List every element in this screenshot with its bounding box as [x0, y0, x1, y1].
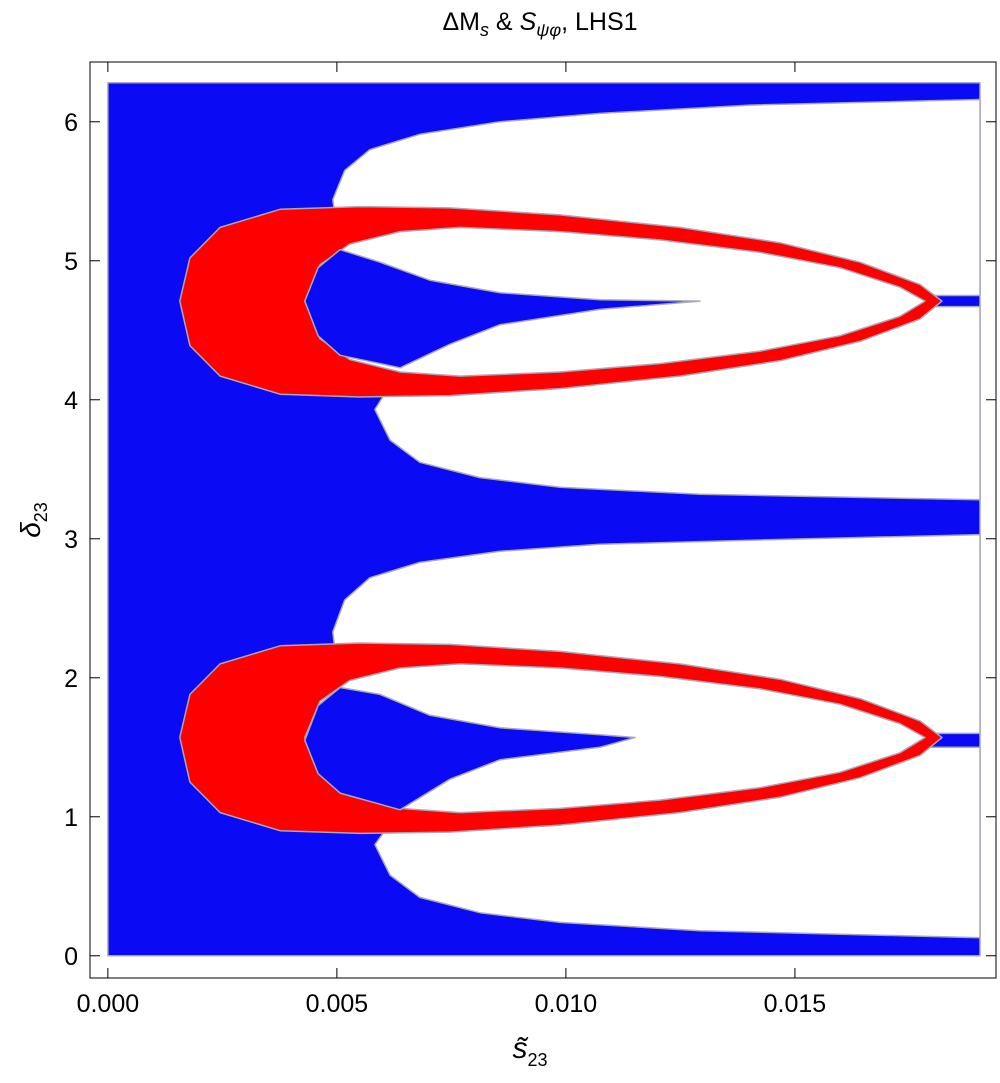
- y-tick-label: 0: [64, 943, 78, 971]
- title-part: &: [489, 8, 520, 36]
- y-tick-label: 6: [64, 109, 78, 137]
- title-sub: ψφ: [536, 20, 561, 40]
- x-tick-label: 0.005: [306, 990, 369, 1018]
- x-label-main: s̃: [512, 1032, 528, 1065]
- y-tick-label: 2: [64, 665, 78, 693]
- title-part: , LHS1: [561, 8, 637, 36]
- frame: [89, 61, 997, 979]
- x-tick-label: 0.000: [77, 990, 140, 1018]
- y-tick-label: 4: [64, 387, 78, 415]
- y-tick-label: 3: [64, 526, 78, 554]
- x-label-sub: 23: [527, 1050, 547, 1070]
- region: [304, 686, 636, 811]
- x-axis-label: s̃23: [512, 1032, 547, 1070]
- y-label-sub: 23: [31, 502, 51, 522]
- plot-area: [107, 82, 981, 957]
- y-tick-label: 5: [64, 248, 78, 276]
- region: [304, 248, 701, 369]
- y-tick-label: 1: [64, 804, 78, 832]
- y-label-main: δ: [15, 522, 46, 538]
- title-part: S: [520, 8, 537, 36]
- x-tick-label: 0.015: [764, 990, 827, 1018]
- chart-title: ΔMs & Sψφ, LHS1: [442, 8, 637, 40]
- y-axis-label: δ23: [15, 502, 51, 538]
- title-part: ΔM: [442, 8, 480, 36]
- title-sub: s: [480, 20, 489, 40]
- x-tick-label: 0.010: [535, 990, 598, 1018]
